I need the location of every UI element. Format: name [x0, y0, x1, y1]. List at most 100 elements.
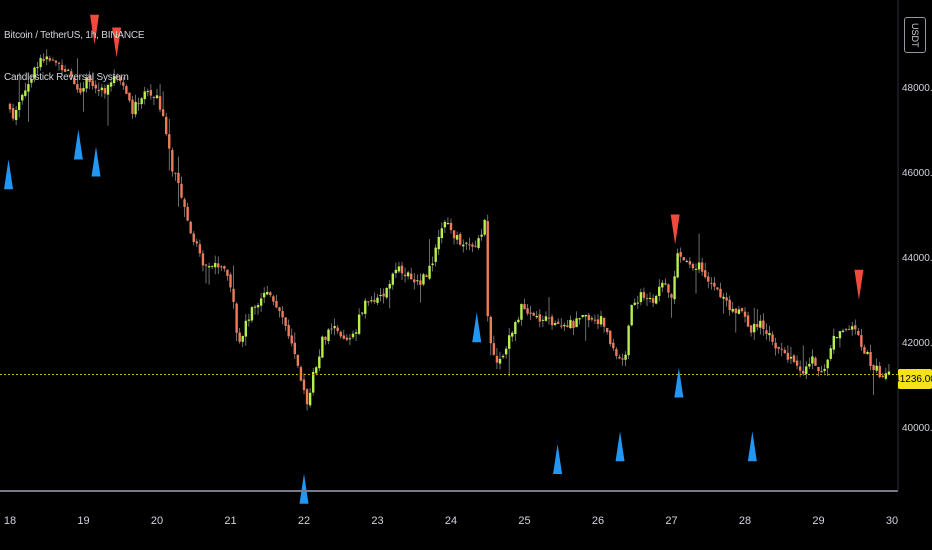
candle-body — [860, 335, 863, 348]
candle-body — [21, 94, 24, 101]
candle-body — [302, 379, 306, 391]
x-tick-label: 23 — [371, 515, 383, 527]
candle-body — [596, 319, 600, 325]
candle-body — [863, 347, 866, 354]
bullish-reversal-arrow-icon — [73, 129, 83, 160]
candle-body — [143, 91, 146, 100]
candle — [468, 237, 471, 251]
candle-body — [385, 287, 388, 298]
symbol-legend[interactable]: Bitcoin / TetherUS, 1h, BINANCE — [4, 30, 145, 41]
candle-body — [823, 368, 826, 371]
y-tick-label: 40000.00 — [902, 423, 932, 434]
candle-body — [777, 346, 780, 349]
candle — [152, 95, 156, 106]
candle-body — [609, 330, 612, 345]
candle-body — [431, 263, 434, 266]
candle — [495, 347, 499, 370]
candle — [183, 197, 186, 218]
candle — [713, 276, 716, 291]
candle — [676, 248, 679, 279]
candle — [805, 361, 808, 380]
candle — [210, 265, 214, 270]
candle-body — [434, 247, 437, 262]
x-axis[interactable]: 18 19 20 21 22 23 24 25 26 27 28 29 30 — [4, 515, 898, 527]
candle — [302, 373, 306, 395]
candle-body — [213, 263, 217, 268]
candle — [348, 334, 352, 346]
x-tick-label: 20 — [151, 515, 163, 527]
candle — [560, 318, 563, 329]
candle — [581, 314, 584, 319]
candle-body — [605, 327, 609, 333]
candle-body — [872, 365, 875, 371]
candle-body — [590, 318, 594, 320]
candle — [272, 295, 275, 306]
candle-body — [223, 266, 226, 269]
candle — [679, 247, 682, 263]
candle-body — [887, 371, 891, 375]
candle — [437, 229, 440, 256]
candle-body — [474, 245, 477, 247]
candle — [413, 273, 416, 290]
candle-body — [311, 371, 315, 393]
indicator-legend[interactable]: Candlestick Reversal System — [4, 72, 129, 83]
candle-body — [468, 244, 471, 246]
candle-body — [737, 309, 741, 314]
candle — [771, 331, 774, 346]
candle — [523, 298, 526, 310]
candle — [857, 327, 860, 337]
candle — [569, 315, 572, 329]
candle-body — [391, 273, 395, 285]
candle — [33, 66, 36, 82]
candle — [143, 86, 146, 105]
candle-body — [305, 389, 309, 405]
candle-body — [357, 314, 361, 334]
candle — [452, 230, 456, 245]
candle — [489, 315, 493, 356]
candle-body — [673, 276, 676, 300]
candle-body — [60, 64, 64, 71]
candle-body — [290, 335, 293, 344]
candle — [556, 318, 560, 325]
candle — [213, 255, 217, 275]
candle-body — [477, 238, 480, 248]
candle — [217, 256, 220, 274]
candle — [409, 267, 413, 280]
candle — [388, 279, 391, 309]
y-axis[interactable]: 40000.00 42000.00 44000.00 46000.00 48000.00 — [902, 83, 932, 434]
candle-body — [48, 58, 52, 61]
y-tick-label: 44000.00 — [902, 253, 932, 264]
candle-body — [462, 244, 465, 247]
candle — [416, 274, 419, 286]
candle-body — [768, 333, 771, 336]
candle — [563, 322, 566, 331]
candle — [707, 272, 710, 289]
candle — [189, 220, 192, 235]
candle-body — [835, 337, 839, 339]
candle — [455, 231, 459, 245]
candle — [269, 291, 272, 298]
candle — [373, 292, 376, 304]
candle-body — [774, 342, 777, 349]
candle — [544, 311, 548, 322]
candle-body — [112, 76, 116, 84]
candle — [673, 270, 676, 305]
candle — [164, 112, 168, 136]
candle-body — [844, 329, 848, 331]
candle — [63, 65, 67, 72]
candle-body — [70, 71, 73, 77]
candle — [24, 82, 27, 98]
candle — [406, 270, 410, 280]
candle-body — [253, 306, 257, 308]
candle-body — [762, 320, 765, 329]
candle — [801, 345, 805, 376]
candle-body — [259, 298, 263, 306]
candle-body — [348, 338, 352, 340]
candle — [566, 319, 569, 328]
bullish-reversal-arrow-icon — [553, 444, 563, 474]
candle-body — [106, 84, 110, 95]
candle — [593, 314, 597, 324]
candle-body — [161, 109, 165, 116]
currency-unit-button[interactable]: USDT — [904, 17, 926, 53]
